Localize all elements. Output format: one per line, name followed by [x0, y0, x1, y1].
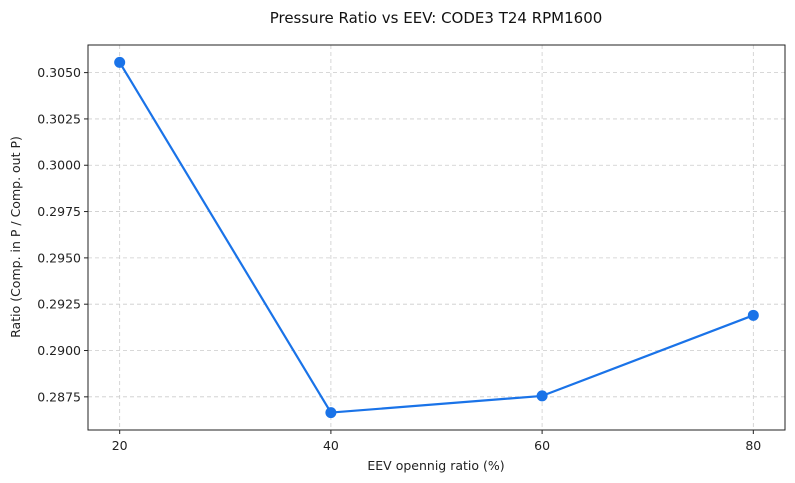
y-tick-label: 0.2925 [37, 297, 81, 312]
x-tick-label: 20 [112, 438, 128, 453]
y-tick-label: 0.2975 [37, 204, 81, 219]
x-tick-label: 60 [534, 438, 550, 453]
y-tick-label: 0.3000 [37, 158, 81, 173]
x-tick-label: 40 [323, 438, 339, 453]
y-tick-label: 0.3050 [37, 65, 81, 80]
plot-frame [87, 44, 786, 431]
series [114, 56, 759, 419]
chart-title: Pressure Ratio vs EEV: CODE3 T24 RPM1600 [270, 9, 603, 27]
x-axis-label: EEV opennig ratio (%) [367, 458, 504, 473]
y-tick-label: 0.2900 [37, 343, 81, 358]
data-point [114, 56, 126, 68]
ticks: 20 40 60 80 0.2875 0.2900 0.2925 0.2950 0.2975 0.… [37, 65, 761, 453]
data-point [747, 309, 759, 321]
y-tick-label: 0.2875 [37, 389, 81, 404]
y-tick-label: 0.2950 [37, 250, 81, 265]
series-line [118, 61, 754, 414]
grid [88, 45, 785, 430]
y-axis-label: Ratio (Comp. in P / Comp. out P) [8, 136, 23, 338]
x-tick-label: 80 [745, 438, 761, 453]
data-point [536, 390, 548, 402]
data-point [325, 407, 337, 419]
y-tick-label: 0.3025 [37, 111, 81, 126]
